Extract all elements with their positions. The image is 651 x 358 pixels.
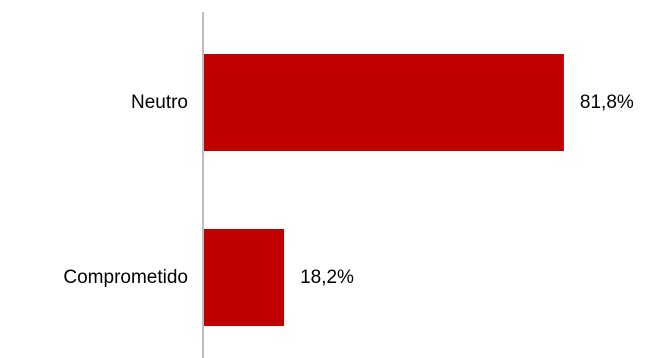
category-label-comprometido: Comprometido: [63, 267, 188, 288]
bar-comprometido: [204, 229, 285, 326]
category-label-neutro: Neutro: [131, 92, 188, 113]
data-label-comprometido: 18,2%: [300, 267, 354, 288]
data-label-neutro: 81,8%: [580, 92, 634, 113]
bar-neutro: [204, 54, 564, 151]
